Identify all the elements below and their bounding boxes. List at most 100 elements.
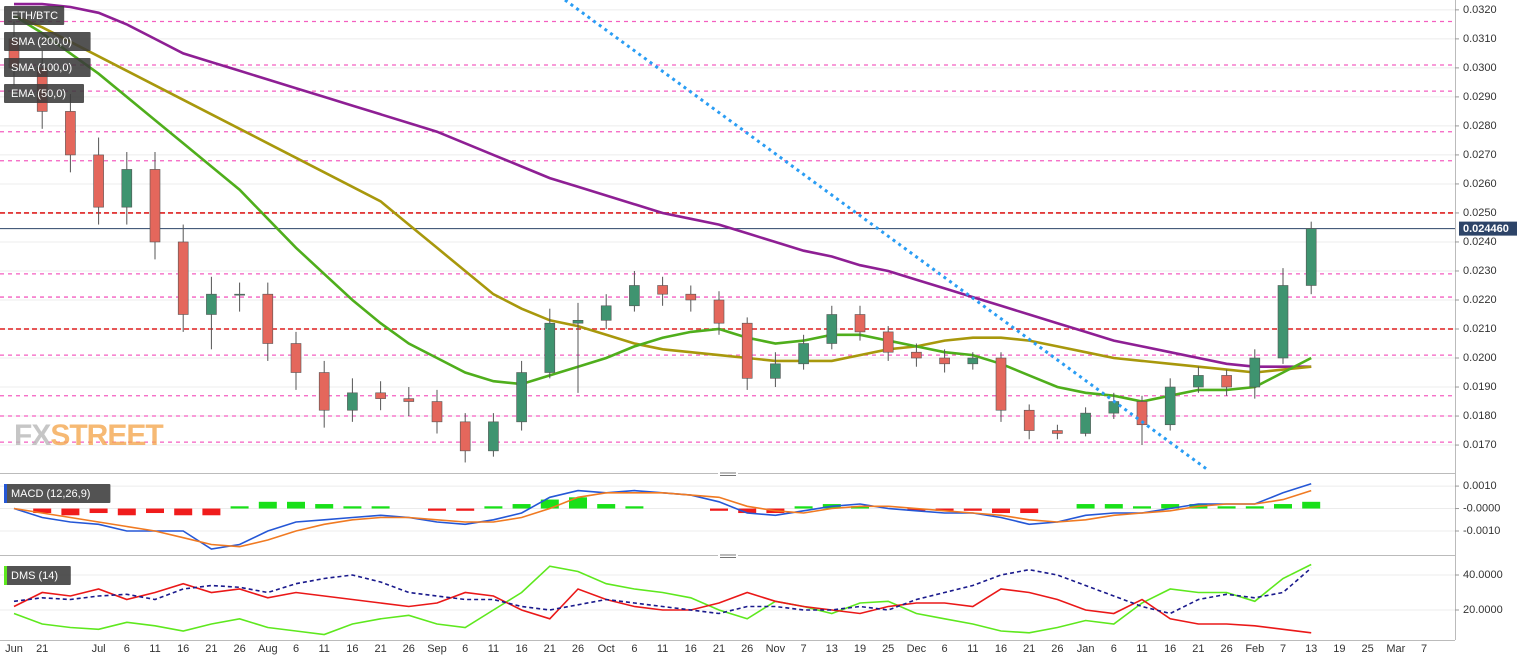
candle-body (713, 299, 725, 324)
x-tick-label: 6 (1111, 643, 1117, 655)
histogram-bar (61, 508, 80, 516)
y-tick-label: -0.0010 (1463, 525, 1500, 537)
x-tick-label: 21 (544, 643, 556, 655)
candle-body (318, 372, 330, 411)
candle-body (488, 421, 499, 452)
legend-box (4, 566, 71, 585)
y-tick-label: 0.0010 (1463, 480, 1497, 492)
histogram-bar (202, 508, 221, 516)
histogram-bar (456, 508, 475, 511)
y-tick-label: 0.0170 (1463, 439, 1497, 451)
candle-body (629, 285, 640, 307)
candle-body (600, 305, 612, 321)
x-tick-label: 16 (685, 643, 697, 655)
candle-body (854, 314, 866, 333)
x-tick-label: 7 (1421, 643, 1427, 655)
x-tick-label: 11 (1136, 643, 1147, 655)
histogram-bar (343, 506, 362, 509)
x-tick-label: 21 (36, 643, 48, 655)
candle-body (347, 392, 358, 411)
x-tick-label: 7 (801, 643, 807, 655)
candle-body (1277, 285, 1289, 359)
x-tick-label: 19 (1333, 643, 1345, 655)
x-tick-label: Oct (598, 643, 615, 655)
histogram-bar (992, 508, 1010, 514)
x-tick-label: 6 (293, 643, 299, 655)
candle-body (995, 357, 1007, 411)
x-tick-label: 6 (631, 643, 637, 655)
candle-body (1052, 430, 1063, 434)
x-tick-label: 21 (374, 643, 386, 655)
x-tick-label: 6 (462, 643, 468, 655)
series-line (13, 489, 1312, 548)
candle-body (826, 314, 838, 344)
x-tick-label: 26 (741, 643, 753, 655)
candle-body (1249, 357, 1261, 388)
candle-body (882, 331, 894, 353)
histogram-bar (315, 504, 334, 509)
legend-box (4, 6, 65, 25)
histogram-bar (540, 499, 559, 509)
x-tick-label: 11 (318, 643, 329, 655)
candle-body (967, 357, 979, 365)
histogram-bar (371, 506, 390, 509)
candle-body (65, 111, 76, 156)
y-tick-label: 0.0180 (1463, 410, 1497, 422)
x-tick-label: Mar (1386, 643, 1405, 655)
legend-marker (4, 566, 7, 585)
histogram-bar (1274, 504, 1292, 509)
x-tick-label: Aug (258, 643, 278, 655)
candle-body (657, 285, 668, 295)
candle-body (459, 421, 471, 452)
x-tick-label: 7 (1280, 643, 1286, 655)
x-tick-label: 21 (713, 643, 725, 655)
histogram-bar (89, 508, 108, 514)
legend-label: SMA (100,0) (11, 62, 72, 74)
watermark-street: STREET (50, 419, 163, 452)
candle-body (1023, 409, 1035, 431)
candle-body (1136, 401, 1148, 426)
histogram-bar (484, 506, 503, 509)
legend-box (4, 484, 111, 503)
x-tick-label: 13 (1305, 643, 1317, 655)
x-tick-label: 11 (657, 643, 668, 655)
histogram-bar (287, 501, 305, 509)
y-tick-label: -0.0000 (1463, 502, 1500, 514)
y-tick-label: 0.0260 (1463, 178, 1497, 190)
legend-label: ETH/BTC (11, 10, 58, 22)
watermark-fx: FX (14, 419, 51, 452)
histogram-bar (1020, 508, 1039, 514)
histogram-bar (710, 508, 728, 511)
candle-body (149, 169, 161, 243)
series-line (13, 14, 1312, 374)
y-tick-label: 0.0270 (1463, 149, 1497, 161)
candle-body (741, 322, 753, 379)
resize-handle[interactable] (718, 553, 738, 559)
plot-layer (0, 2, 1455, 636)
histogram-bar (1133, 506, 1151, 509)
histogram-bar (963, 508, 982, 511)
candle-body (770, 363, 781, 379)
x-tick-label: Sep (427, 643, 447, 655)
x-tick-label: Jun (5, 643, 23, 655)
y-tick-label: 0.0210 (1463, 323, 1497, 335)
x-tick-label: 6 (942, 643, 948, 655)
histogram-bar (625, 506, 644, 509)
series-line (13, 567, 1312, 615)
x-tick-label: 16 (177, 643, 189, 655)
x-tick-label: 26 (403, 643, 415, 655)
x-tick-label: 19 (854, 643, 866, 655)
x-tick-label: 26 (233, 643, 245, 655)
x-tick-label: 26 (572, 643, 584, 655)
histogram-bar (230, 506, 249, 509)
candle-body (911, 351, 922, 359)
y-tick-label: 0.0320 (1463, 4, 1497, 16)
candle-body (516, 372, 527, 423)
x-tick-label: 25 (882, 643, 894, 655)
x-tick-label: 11 (149, 643, 160, 655)
resize-handle[interactable] (718, 471, 738, 477)
candle-body (1164, 386, 1176, 426)
histogram-bar (569, 497, 587, 509)
